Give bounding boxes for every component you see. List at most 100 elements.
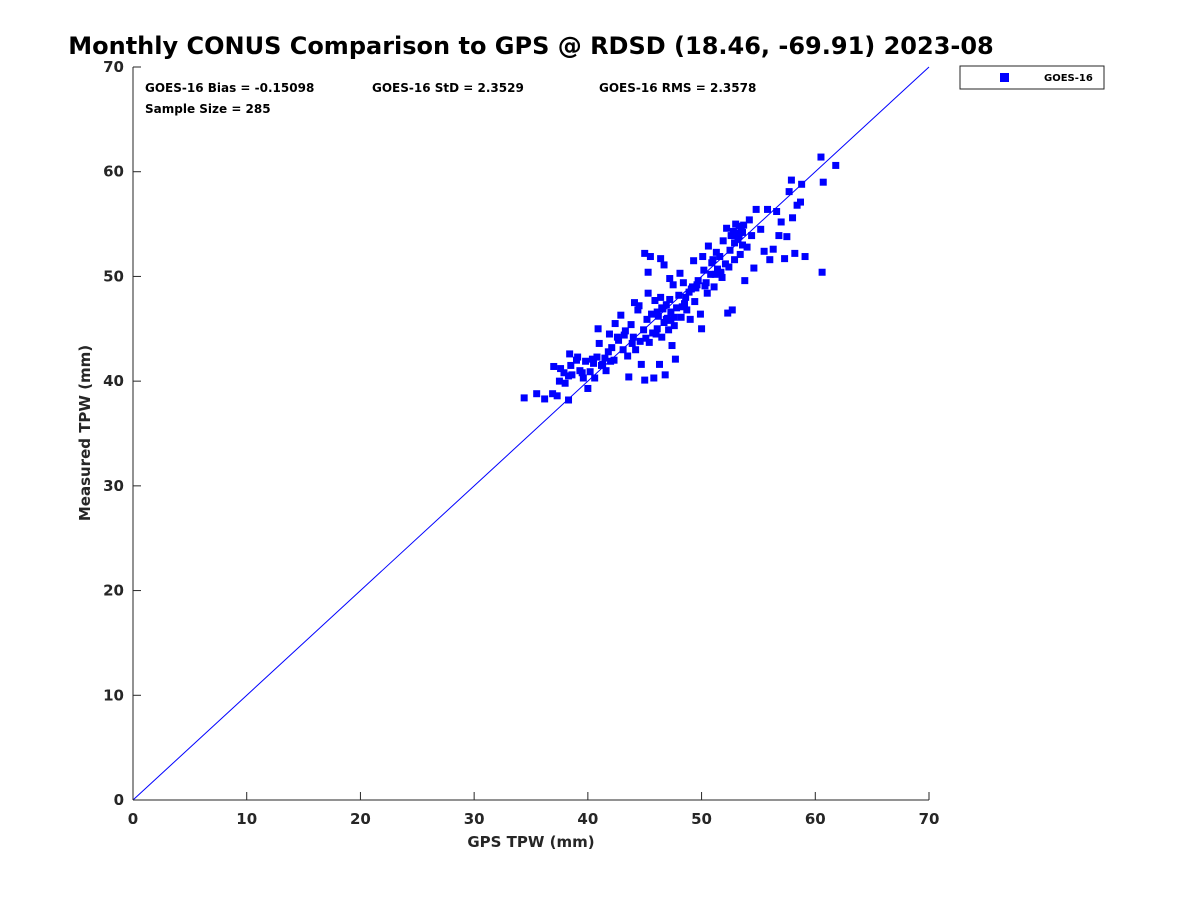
data-point <box>549 390 557 398</box>
data-point <box>696 310 704 318</box>
y-tick-label: 30 <box>103 477 124 495</box>
bias-annotation: GOES-16 Bias = -0.15098 <box>145 81 314 95</box>
data-point <box>766 256 774 264</box>
data-point <box>687 285 695 293</box>
data-point <box>787 176 795 184</box>
data-point <box>582 357 590 365</box>
data-point <box>773 208 781 216</box>
data-point <box>608 344 616 352</box>
x-tick-label: 0 <box>128 810 138 828</box>
data-point <box>668 342 676 350</box>
data-point <box>698 325 706 333</box>
data-point <box>752 205 760 213</box>
data-point <box>634 306 642 314</box>
data-point <box>594 325 602 333</box>
data-point <box>693 281 701 289</box>
data-point <box>675 291 683 299</box>
y-tick-label: 40 <box>103 372 124 390</box>
data-point <box>653 325 661 333</box>
data-point <box>550 362 558 370</box>
data-point <box>700 266 708 274</box>
data-point <box>764 205 772 213</box>
one-to-one-line <box>132 66 930 801</box>
y-tick-label: 0 <box>114 791 124 809</box>
data-point <box>801 253 809 261</box>
data-point <box>643 315 651 323</box>
x-ticks: 0 10 20 30 40 50 60 70 <box>128 792 939 828</box>
data-point <box>619 346 627 354</box>
data-point <box>665 326 673 334</box>
data-point <box>711 270 719 278</box>
data-point <box>777 218 785 226</box>
data-point <box>661 371 669 379</box>
data-point <box>704 242 712 250</box>
data-point <box>817 153 825 161</box>
data-point <box>785 188 793 196</box>
data-point <box>586 368 594 376</box>
data-point <box>641 249 649 257</box>
data-point <box>669 281 677 289</box>
data-point <box>723 224 731 232</box>
data-point <box>630 299 638 307</box>
data-point <box>718 273 726 281</box>
data-point <box>819 178 827 186</box>
data-point <box>644 268 652 276</box>
data-point <box>781 255 789 263</box>
data-point <box>657 293 665 301</box>
data-point <box>798 180 806 188</box>
plot-area <box>132 66 930 801</box>
data-point <box>566 350 574 358</box>
data-point <box>726 246 734 254</box>
data-point <box>604 348 612 356</box>
data-point <box>717 268 725 276</box>
data-point <box>741 277 749 285</box>
data-point <box>682 293 690 301</box>
x-tick-label: 10 <box>236 810 257 828</box>
data-point <box>520 394 528 402</box>
rms-annotation: GOES-16 RMS = 2.3578 <box>599 81 756 95</box>
x-tick-label: 50 <box>691 810 712 828</box>
legend-marker <box>1000 73 1009 82</box>
legend-box <box>959 65 1105 90</box>
data-point <box>731 256 739 264</box>
data-point <box>649 329 657 337</box>
data-point <box>646 253 654 261</box>
data-point <box>709 256 717 264</box>
data-point <box>572 356 580 364</box>
sample-size-annotation: Sample Size = 285 <box>145 102 271 116</box>
data-point <box>658 333 666 341</box>
data-point <box>673 304 681 312</box>
data-point <box>653 308 661 316</box>
data-point <box>629 333 637 341</box>
data-point <box>553 392 561 400</box>
data-point <box>671 355 679 363</box>
data-point <box>716 253 724 261</box>
data-point <box>727 232 735 240</box>
data-point <box>666 275 674 283</box>
data-point <box>743 243 751 251</box>
data-point <box>739 228 747 236</box>
data-point <box>750 264 758 272</box>
data-point <box>690 257 698 265</box>
data-point <box>641 376 649 384</box>
data-point <box>605 330 613 338</box>
data-point <box>775 232 783 240</box>
data-point <box>655 360 663 368</box>
legend: GOES-16 <box>959 65 1105 90</box>
data-point <box>757 225 765 233</box>
y-tick-label: 50 <box>103 267 124 285</box>
data-point <box>670 313 678 321</box>
y-axis-label: Measured TPW (mm) <box>76 345 94 521</box>
data-point <box>533 390 541 398</box>
data-point <box>667 308 675 316</box>
data-point <box>593 353 601 361</box>
data-point <box>678 303 686 311</box>
x-tick-label: 30 <box>464 810 485 828</box>
data-point <box>595 339 603 347</box>
data-point <box>736 250 744 258</box>
data-point <box>637 360 645 368</box>
data-point <box>712 248 720 256</box>
data-point <box>745 216 753 224</box>
data-point <box>625 373 633 381</box>
data-point <box>670 322 678 330</box>
